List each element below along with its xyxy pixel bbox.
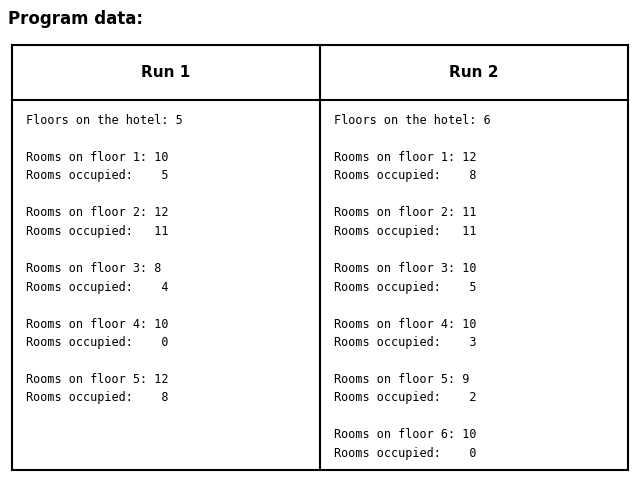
Text: Run 2: Run 2 [449, 65, 499, 80]
Text: Floors on the hotel: 5

Rooms on floor 1: 10
Rooms occupied:    5

Rooms on floo: Floors on the hotel: 5 Rooms on floor 1:… [26, 114, 183, 404]
Text: Run 1: Run 1 [142, 65, 190, 80]
Text: Program data:: Program data: [8, 10, 143, 28]
Text: Floors on the hotel: 6

Rooms on floor 1: 12
Rooms occupied:    8

Rooms on floo: Floors on the hotel: 6 Rooms on floor 1:… [334, 114, 491, 460]
